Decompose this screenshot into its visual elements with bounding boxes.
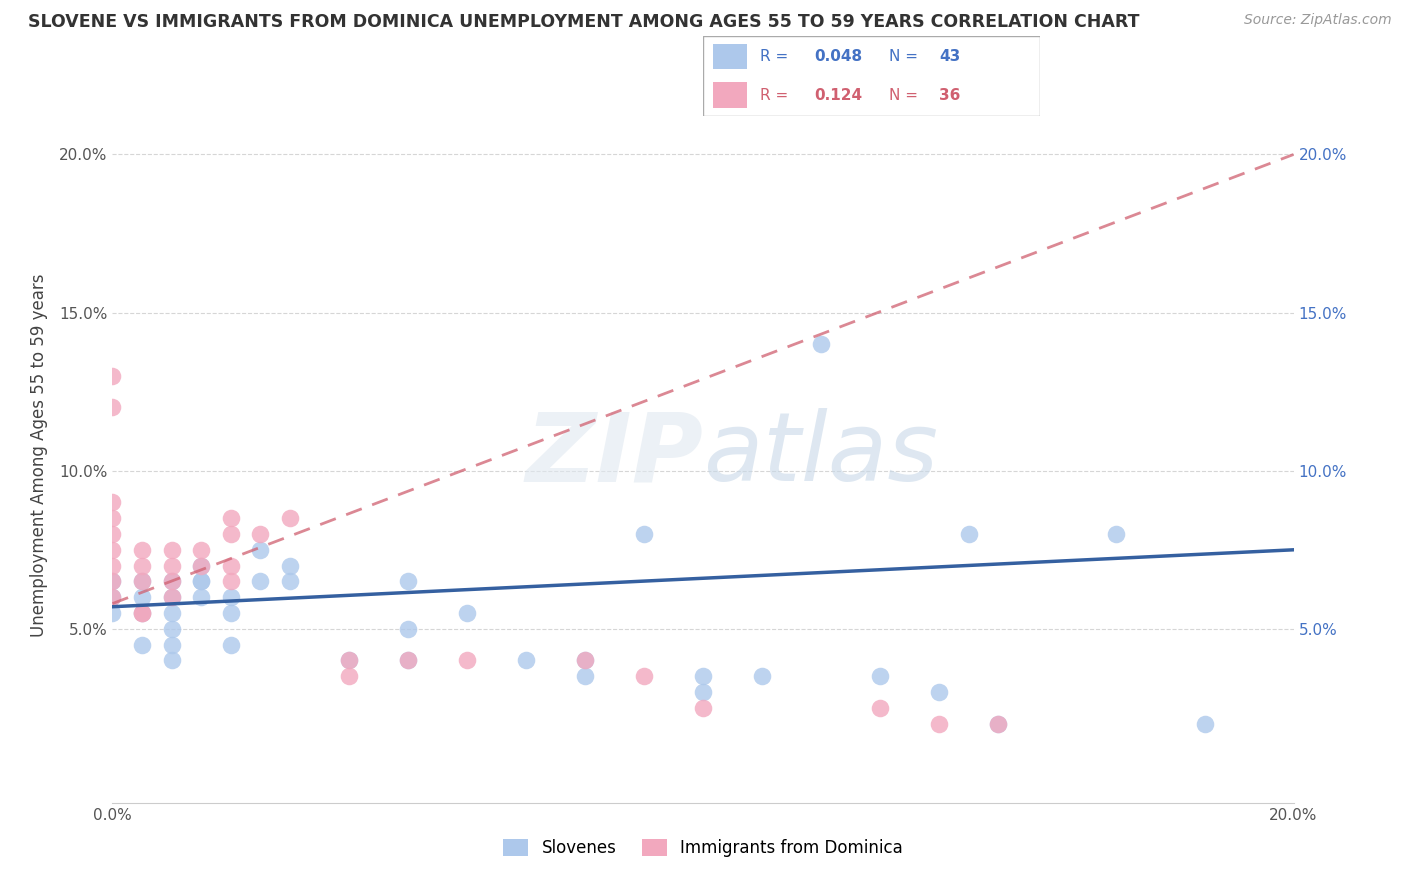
Point bbox=[633, 669, 655, 683]
Point bbox=[219, 511, 242, 525]
Point bbox=[396, 653, 419, 667]
Point bbox=[278, 558, 301, 573]
Text: R =: R = bbox=[761, 87, 789, 103]
Point bbox=[101, 542, 124, 557]
Text: 36: 36 bbox=[939, 87, 960, 103]
Point bbox=[987, 716, 1010, 731]
Point bbox=[1194, 716, 1216, 731]
Point bbox=[574, 669, 596, 683]
Point bbox=[219, 558, 242, 573]
Point bbox=[160, 606, 183, 620]
Point bbox=[869, 701, 891, 715]
Point bbox=[101, 574, 124, 589]
Point bbox=[1105, 527, 1128, 541]
Point bbox=[692, 701, 714, 715]
Text: N =: N = bbox=[889, 49, 918, 64]
Point bbox=[160, 591, 183, 605]
Legend: Slovenes, Immigrants from Dominica: Slovenes, Immigrants from Dominica bbox=[496, 832, 910, 864]
Point bbox=[101, 401, 124, 415]
Point bbox=[337, 653, 360, 667]
Text: SLOVENE VS IMMIGRANTS FROM DOMINICA UNEMPLOYMENT AMONG AGES 55 TO 59 YEARS CORRE: SLOVENE VS IMMIGRANTS FROM DOMINICA UNEM… bbox=[28, 13, 1140, 31]
Point bbox=[160, 622, 183, 636]
Point bbox=[515, 653, 537, 667]
Point bbox=[633, 527, 655, 541]
Point bbox=[751, 669, 773, 683]
Point bbox=[131, 638, 153, 652]
Point bbox=[249, 527, 271, 541]
Point bbox=[101, 527, 124, 541]
Text: 0.124: 0.124 bbox=[814, 87, 862, 103]
Point bbox=[249, 574, 271, 589]
Point bbox=[219, 606, 242, 620]
Point bbox=[190, 591, 212, 605]
FancyBboxPatch shape bbox=[703, 36, 1040, 116]
Point bbox=[190, 558, 212, 573]
Point bbox=[131, 591, 153, 605]
Point bbox=[396, 574, 419, 589]
Point bbox=[160, 574, 183, 589]
Point bbox=[131, 574, 153, 589]
Point bbox=[160, 653, 183, 667]
Point bbox=[160, 574, 183, 589]
Point bbox=[160, 542, 183, 557]
Point bbox=[337, 653, 360, 667]
Point bbox=[190, 574, 212, 589]
Text: R =: R = bbox=[761, 49, 789, 64]
Point bbox=[219, 527, 242, 541]
Point bbox=[278, 511, 301, 525]
Point bbox=[869, 669, 891, 683]
Point bbox=[928, 685, 950, 699]
Point bbox=[574, 653, 596, 667]
Text: Source: ZipAtlas.com: Source: ZipAtlas.com bbox=[1244, 13, 1392, 28]
Point bbox=[456, 606, 478, 620]
Text: N =: N = bbox=[889, 87, 918, 103]
Point bbox=[101, 495, 124, 509]
Point bbox=[131, 574, 153, 589]
Text: 0.048: 0.048 bbox=[814, 49, 862, 64]
Point bbox=[101, 591, 124, 605]
Point bbox=[337, 669, 360, 683]
Point bbox=[249, 542, 271, 557]
Point bbox=[692, 669, 714, 683]
Point bbox=[131, 542, 153, 557]
FancyBboxPatch shape bbox=[713, 82, 747, 108]
Point bbox=[160, 638, 183, 652]
Point bbox=[131, 606, 153, 620]
Point bbox=[190, 558, 212, 573]
Text: ZIP: ZIP bbox=[524, 409, 703, 501]
Point bbox=[131, 606, 153, 620]
Point bbox=[101, 368, 124, 383]
Point bbox=[131, 606, 153, 620]
Point bbox=[131, 558, 153, 573]
Point bbox=[278, 574, 301, 589]
Point bbox=[928, 716, 950, 731]
Point bbox=[574, 653, 596, 667]
Point bbox=[456, 653, 478, 667]
Point bbox=[101, 606, 124, 620]
Point bbox=[219, 638, 242, 652]
Point bbox=[219, 591, 242, 605]
Point bbox=[190, 542, 212, 557]
Y-axis label: Unemployment Among Ages 55 to 59 years: Unemployment Among Ages 55 to 59 years bbox=[30, 273, 48, 637]
Point bbox=[101, 511, 124, 525]
Point bbox=[101, 574, 124, 589]
FancyBboxPatch shape bbox=[713, 44, 747, 70]
Point bbox=[160, 591, 183, 605]
Point bbox=[219, 574, 242, 589]
Point bbox=[987, 716, 1010, 731]
Text: atlas: atlas bbox=[703, 409, 938, 501]
Point bbox=[160, 558, 183, 573]
Point bbox=[396, 653, 419, 667]
Point bbox=[810, 337, 832, 351]
Point bbox=[101, 591, 124, 605]
Point bbox=[101, 558, 124, 573]
Point bbox=[190, 574, 212, 589]
Point bbox=[396, 622, 419, 636]
Point bbox=[692, 685, 714, 699]
Point bbox=[957, 527, 980, 541]
Text: 43: 43 bbox=[939, 49, 960, 64]
